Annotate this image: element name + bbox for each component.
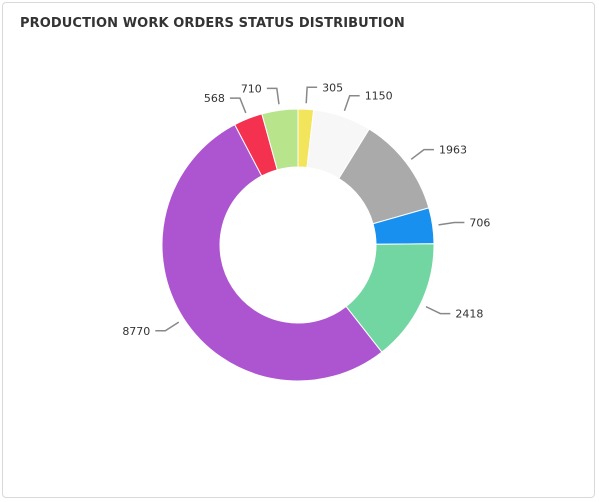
data-label-305: 305 <box>322 81 343 94</box>
leader-line-706 <box>438 221 465 226</box>
leader-line-8770 <box>155 321 180 332</box>
data-label-1963: 1963 <box>439 144 467 157</box>
leader-line-1963 <box>410 148 434 160</box>
chart-title: PRODUCTION WORK ORDERS STATUS DISTRIBUTI… <box>20 16 405 31</box>
slice-710[interactable] <box>261 108 299 171</box>
chart-card: PRODUCTION WORK ORDERS STATUS DISTRIBUTI… <box>2 2 595 498</box>
data-label-568: 568 <box>204 92 225 105</box>
leader-line-2418 <box>425 305 451 315</box>
data-label-2418: 2418 <box>455 308 483 321</box>
leader-line-568 <box>229 97 247 114</box>
data-label-8770: 8770 <box>122 325 150 338</box>
leader-line-710 <box>266 87 280 105</box>
leader-line-305 <box>305 86 318 104</box>
data-label-1150: 1150 <box>365 90 393 103</box>
slice-8770[interactable] <box>161 123 383 382</box>
data-label-710: 710 <box>241 82 262 95</box>
leader-line-1150 <box>343 94 360 112</box>
data-label-706: 706 <box>469 217 490 230</box>
